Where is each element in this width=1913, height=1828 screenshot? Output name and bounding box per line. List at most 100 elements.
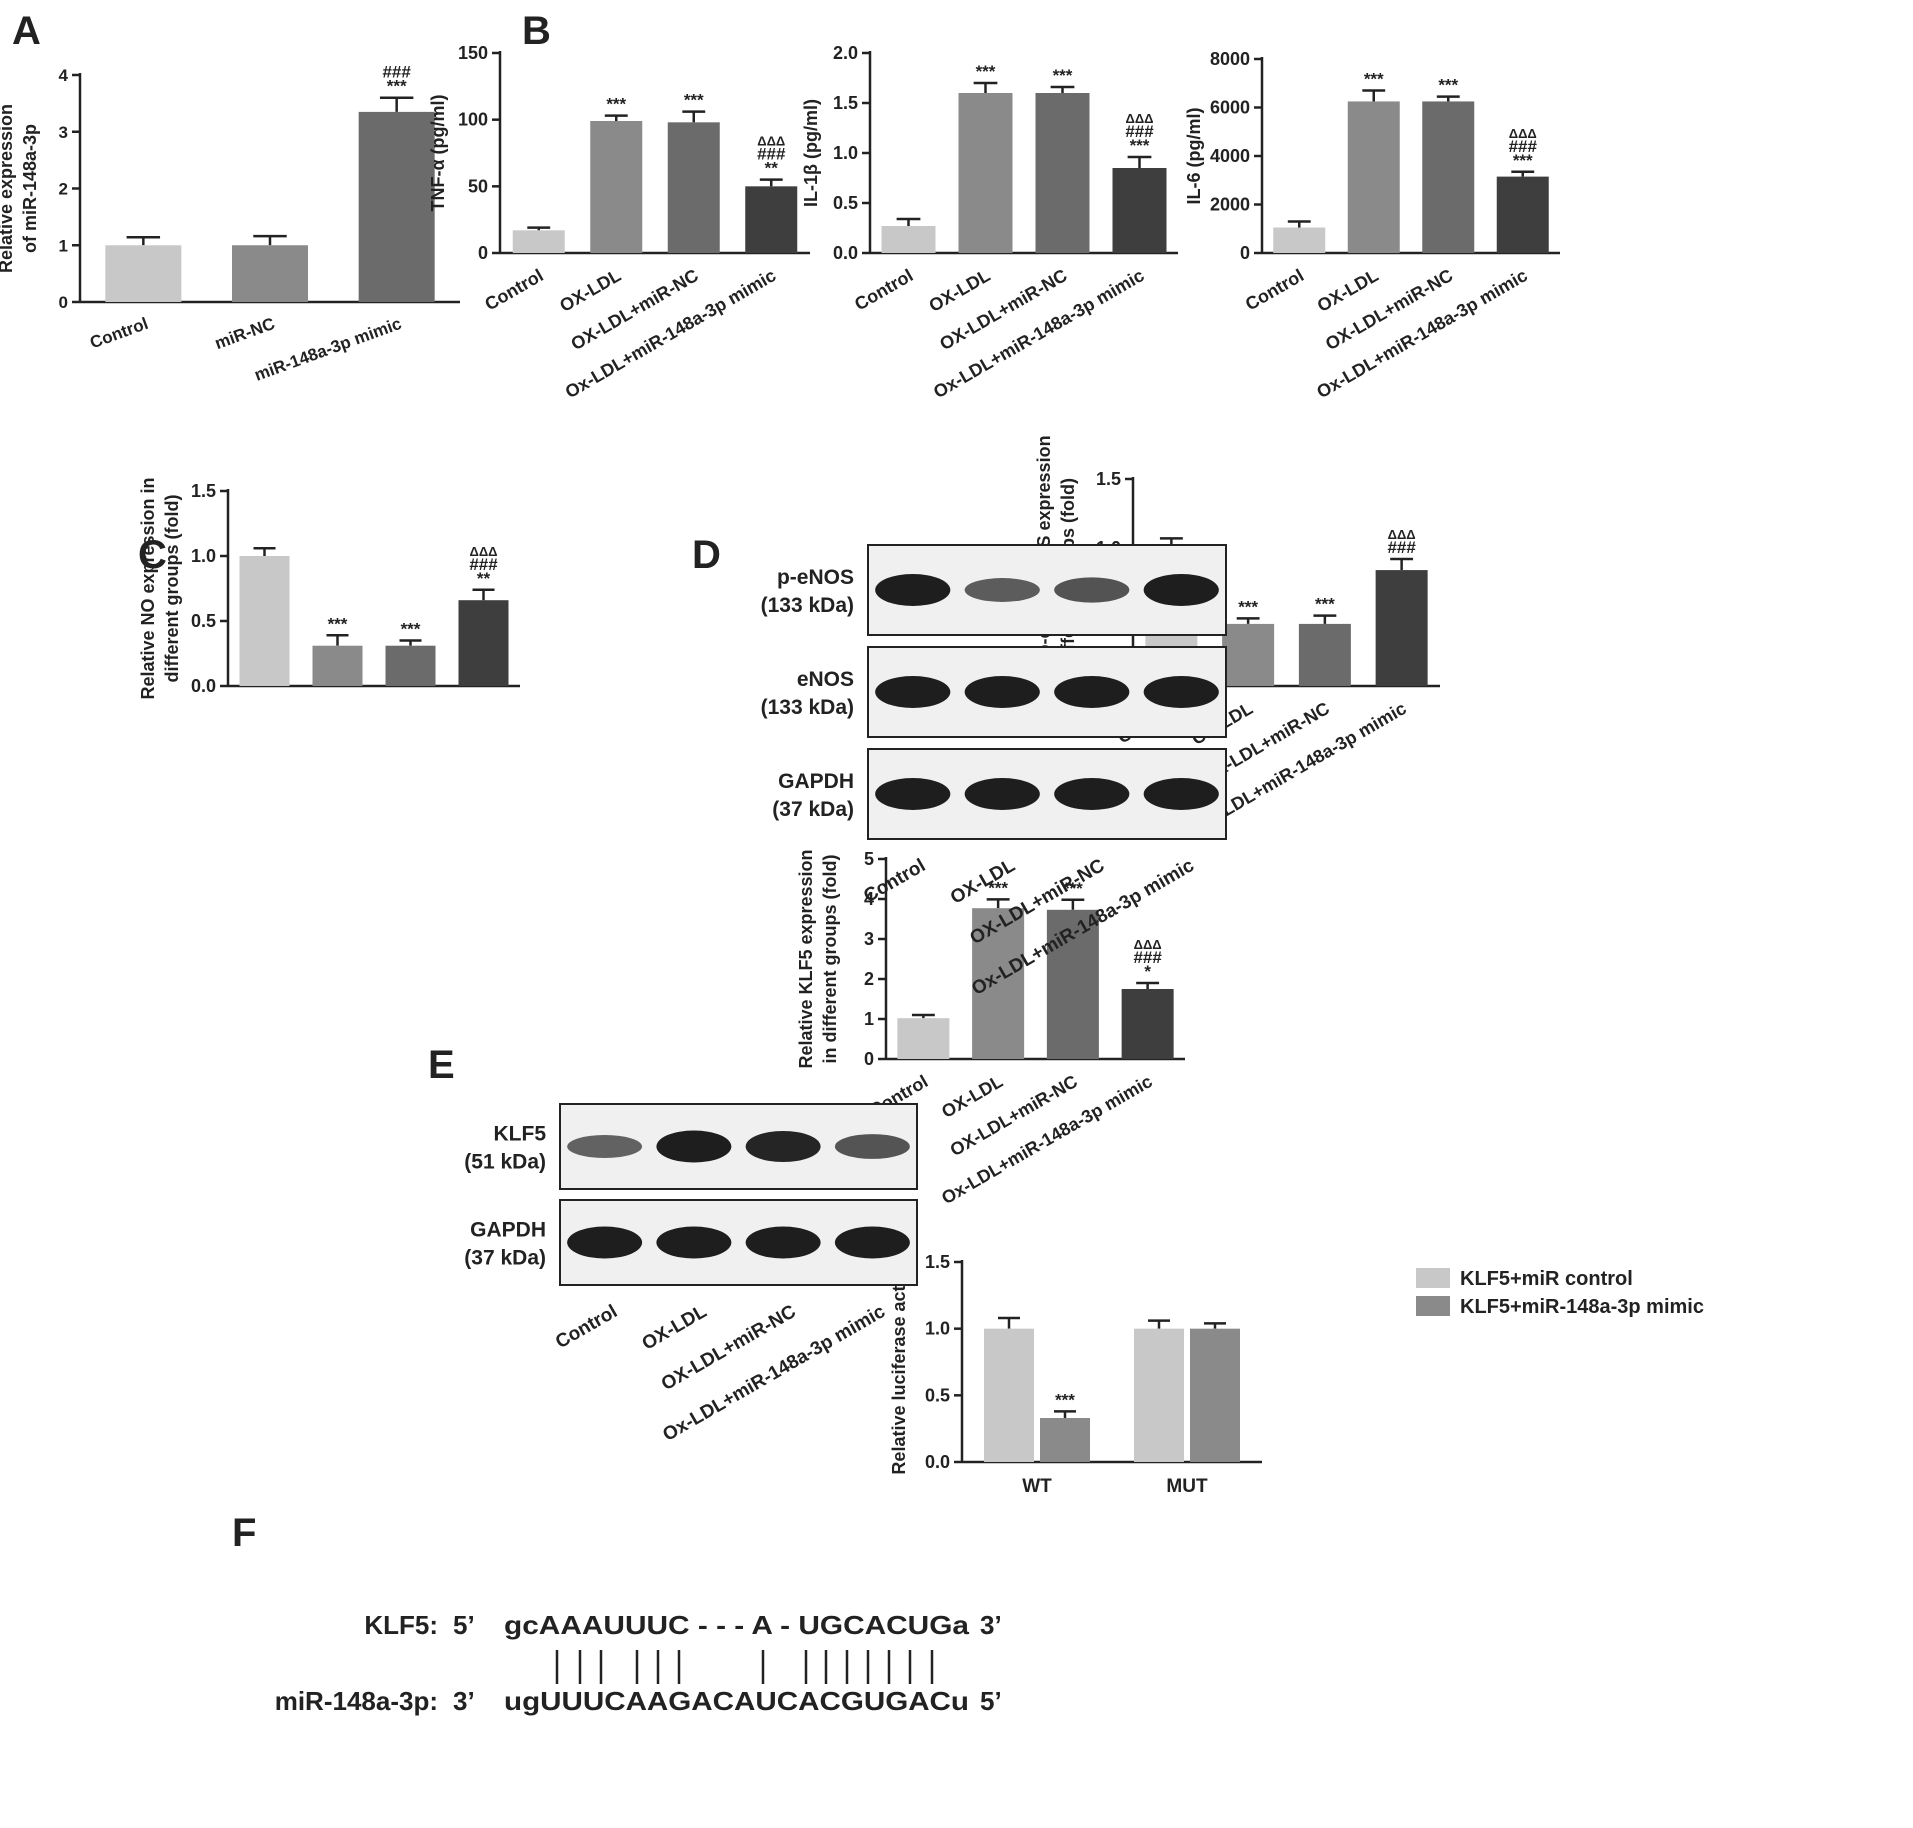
- significance-mark: *: [1144, 962, 1151, 981]
- blot-band: [656, 1226, 732, 1259]
- y-tick-label: 1.5: [191, 481, 216, 501]
- y-tick-label: 1.5: [833, 93, 858, 113]
- significance-mark: ***: [1238, 597, 1258, 616]
- panel-label-a: A: [12, 9, 41, 53]
- bar: [745, 186, 798, 253]
- blot-row-label: GAPDH: [778, 770, 854, 793]
- y-tick-label: 0.5: [191, 611, 216, 631]
- klf5-seq-5prime: 5’: [453, 1610, 475, 1640]
- klf5-seq-3prime: 3’: [980, 1610, 1002, 1640]
- panel-label-c: C: [138, 533, 167, 577]
- significance-mark: ***: [684, 91, 704, 110]
- blot-band: [567, 1226, 643, 1259]
- bar: [1375, 570, 1428, 686]
- chart-c-no-expression: 0.0 0.5 1.0 1.5 Relative NO expression in dif…: [138, 477, 520, 700]
- y-tick-label: 4: [59, 66, 69, 85]
- significance-mark: **: [477, 569, 491, 588]
- y-tick-label: 2: [59, 180, 68, 199]
- blot-band: [964, 578, 1040, 602]
- blot-band: [567, 1135, 643, 1158]
- blot-row-label: (51 kDa): [464, 1151, 546, 1174]
- y-axis-label: IL-1β (pg/ml): [801, 99, 821, 207]
- bar: [1347, 101, 1400, 253]
- y-tick-label: 2000: [1210, 195, 1250, 215]
- blot-band: [964, 778, 1040, 810]
- chart-f-luciferase-activity: 0.0 0.5 1.0 1.5 Relative luciferase activity…: [889, 1249, 1704, 1497]
- legend-label: KLF5+miR-148a-3p mimic: [1460, 1296, 1704, 1318]
- bar: [358, 111, 435, 302]
- chart-b-tnf-alpha: 0 50 100 150 TNF-α (pg/ml) Control *** OX-LDL **…: [428, 43, 810, 402]
- significance-mark: ***: [1053, 66, 1073, 85]
- bar: [512, 230, 565, 253]
- mir-seq-3prime: 3’: [453, 1686, 475, 1716]
- y-tick-label: 1.5: [1096, 469, 1121, 489]
- blot-band: [875, 778, 951, 810]
- significance-mark: ###: [382, 63, 411, 82]
- panel-label-d: D: [692, 533, 721, 577]
- y-tick-label: 0.5: [925, 1385, 950, 1405]
- significance-mark: ***: [1130, 136, 1150, 155]
- blot-row-label: KLF5: [494, 1123, 547, 1146]
- significance-mark: ###: [757, 145, 786, 164]
- bar: [1222, 623, 1275, 686]
- bar: [881, 226, 936, 253]
- panel-label-e: E: [428, 1043, 455, 1087]
- significance-mark: ***: [328, 614, 348, 633]
- y-tick-label: 3: [59, 123, 68, 142]
- bar: [1298, 623, 1351, 686]
- significance-mark: **: [765, 159, 779, 178]
- y-tick-label: 0.5: [833, 193, 858, 213]
- blot-row-label: (133 kDa): [761, 594, 854, 617]
- blot-band: [875, 676, 951, 708]
- y-tick-label: 0.0: [191, 676, 216, 696]
- legend-swatch: [1416, 1296, 1450, 1316]
- bar: [312, 645, 363, 686]
- y-tick-label: 0.0: [833, 243, 858, 263]
- significance-mark: ***: [1063, 879, 1083, 898]
- y-tick-label: 1.0: [925, 1319, 950, 1339]
- legend-label: KLF5+miR control: [1460, 1268, 1633, 1290]
- blot-band: [875, 574, 951, 606]
- y-tick-label: 50: [468, 176, 488, 196]
- mir-sequence: ugUUUCAAGACAUCACGUGACu: [504, 1686, 969, 1716]
- significance-mark: ***: [1315, 595, 1335, 614]
- y-tick-label: 4000: [1210, 146, 1250, 166]
- klf5-seq-name: KLF5:: [364, 1610, 438, 1640]
- bar: [1190, 1328, 1240, 1462]
- y-axis-label: of miR-148a-3p: [20, 124, 40, 253]
- bar: [958, 93, 1013, 253]
- x-category-label: miR-148a-3p mimic: [252, 314, 404, 385]
- bar: [972, 908, 1025, 1059]
- x-category-label: WT: [1022, 1476, 1052, 1497]
- blot-row-label: p-eNOS: [777, 566, 854, 589]
- y-tick-label: 2: [864, 969, 874, 989]
- bar: [1112, 168, 1167, 253]
- bar: [239, 556, 290, 686]
- y-tick-label: 2.0: [833, 43, 858, 63]
- blot-band: [1143, 676, 1219, 708]
- y-tick-label: 1: [59, 236, 68, 255]
- significance-mark: ΔΔΔ: [1125, 111, 1153, 126]
- bar: [1121, 989, 1174, 1059]
- bar: [1422, 101, 1475, 253]
- y-tick-label: 1.0: [833, 143, 858, 163]
- western-blot-d: p-eNOS (133 kDa) eNOS (133 kDa) GAPDH (37 kDa…: [761, 544, 1227, 1000]
- y-tick-label: 150: [458, 43, 488, 63]
- blot-band: [964, 676, 1040, 708]
- y-axis-label: IL-6 (pg/ml): [1184, 108, 1204, 205]
- panel-label-f: F: [232, 1511, 256, 1555]
- x-category-label: OX-LDL+miR-NC: [567, 265, 701, 354]
- significance-mark: ***: [976, 62, 996, 81]
- y-tick-label: 8000: [1210, 49, 1250, 69]
- y-tick-label: 1: [864, 1009, 874, 1029]
- mir-seq-name: miR-148a-3p:: [275, 1686, 438, 1716]
- x-category-label: Control: [481, 265, 546, 314]
- y-tick-label: 6000: [1210, 98, 1250, 118]
- significance-mark: ΔΔΔ: [1388, 527, 1416, 542]
- blot-row-label: GAPDH: [470, 1219, 546, 1242]
- panel-label-b: B: [522, 9, 551, 53]
- significance-mark: ***: [606, 95, 626, 114]
- significance-mark: ###: [469, 555, 498, 574]
